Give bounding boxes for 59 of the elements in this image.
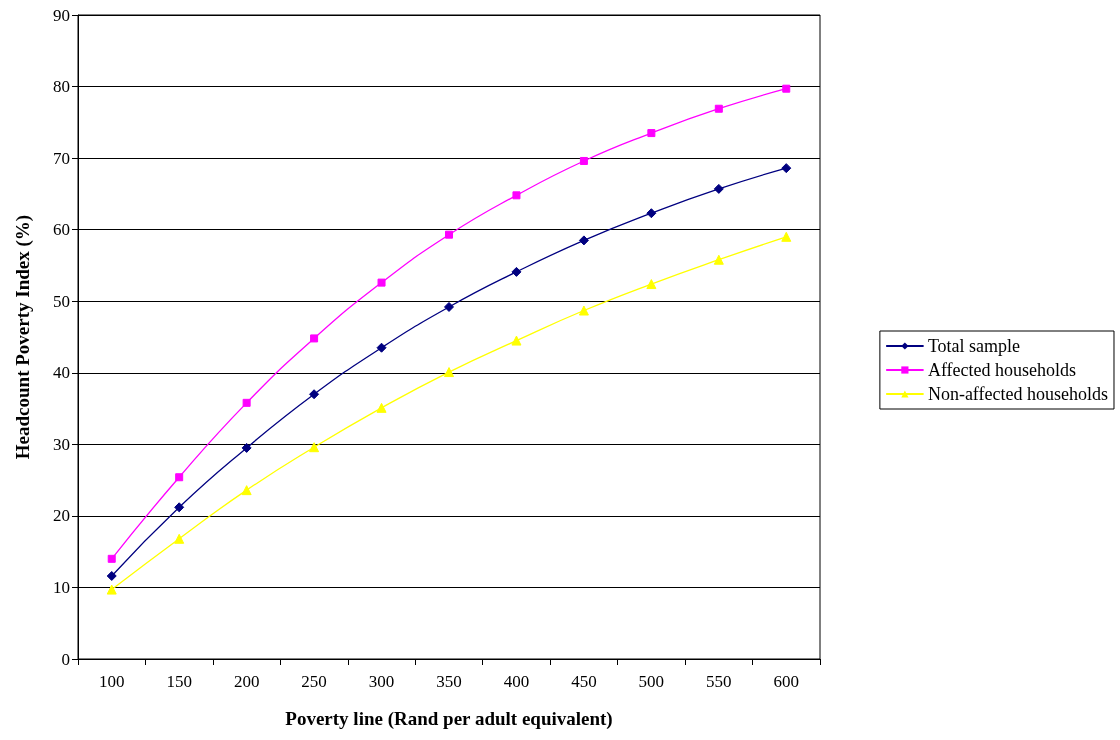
point: [714, 104, 723, 113]
point: [241, 485, 252, 496]
y-tick-label: 60: [53, 220, 70, 240]
y-tick-label: 70: [53, 148, 70, 168]
point: [444, 367, 454, 378]
point: [511, 335, 522, 346]
point: [376, 402, 387, 413]
x-tick-label: 250: [301, 672, 327, 691]
y-tick-label: 30: [53, 434, 70, 454]
point: [713, 183, 724, 194]
y-tick-label: 40: [53, 363, 70, 383]
point: [175, 473, 184, 482]
point: [445, 230, 453, 239]
x-tick-label: 500: [638, 672, 665, 691]
point: [579, 156, 588, 165]
point: [713, 254, 724, 265]
point: [646, 208, 657, 219]
x-tick-label: 100: [98, 672, 125, 691]
point: [377, 278, 386, 287]
y-tick-label: 10: [53, 577, 70, 597]
point: [646, 279, 657, 290]
x-axis-title: Poverty line (Rand per adult equivalent): [285, 708, 613, 730]
point: [242, 398, 251, 407]
y-tick-label: 50: [53, 291, 70, 311]
point: [309, 442, 320, 453]
point: [781, 231, 792, 242]
x-tick-label: 400: [503, 672, 530, 691]
point: [578, 305, 589, 316]
x-tick-label: 550: [706, 672, 732, 691]
point: [781, 163, 792, 174]
point: [174, 533, 185, 544]
point: [309, 389, 320, 400]
point: [512, 191, 521, 200]
point: [241, 442, 252, 453]
point: [578, 235, 589, 246]
y-tick-label: 20: [53, 506, 70, 526]
x-tick-label: 600: [773, 672, 800, 691]
point: [782, 84, 791, 93]
legend-label: Affected households: [927, 360, 1077, 380]
y-tick-label: 80: [53, 77, 70, 97]
point: [376, 342, 387, 353]
y-tick-label: 90: [53, 5, 70, 25]
legend-label: Non-affected households: [927, 384, 1109, 404]
point: [106, 571, 117, 581]
x-tick-label: 350: [436, 672, 462, 691]
y-axis-title: Headcount Poverty Index (%): [12, 214, 34, 460]
point: [106, 584, 117, 595]
legend-label: Total sample: [927, 336, 1021, 356]
point: [444, 301, 454, 312]
point: [107, 554, 116, 563]
point: [174, 502, 185, 513]
x-tick-label: 150: [166, 672, 192, 691]
x-tick-label: 450: [571, 672, 597, 691]
y-tick-label: 0: [61, 649, 70, 669]
x-tick-label: 300: [368, 672, 395, 691]
point: [647, 129, 656, 138]
point: [511, 266, 522, 277]
x-tick-label: 200: [233, 672, 260, 691]
point: [310, 334, 319, 343]
